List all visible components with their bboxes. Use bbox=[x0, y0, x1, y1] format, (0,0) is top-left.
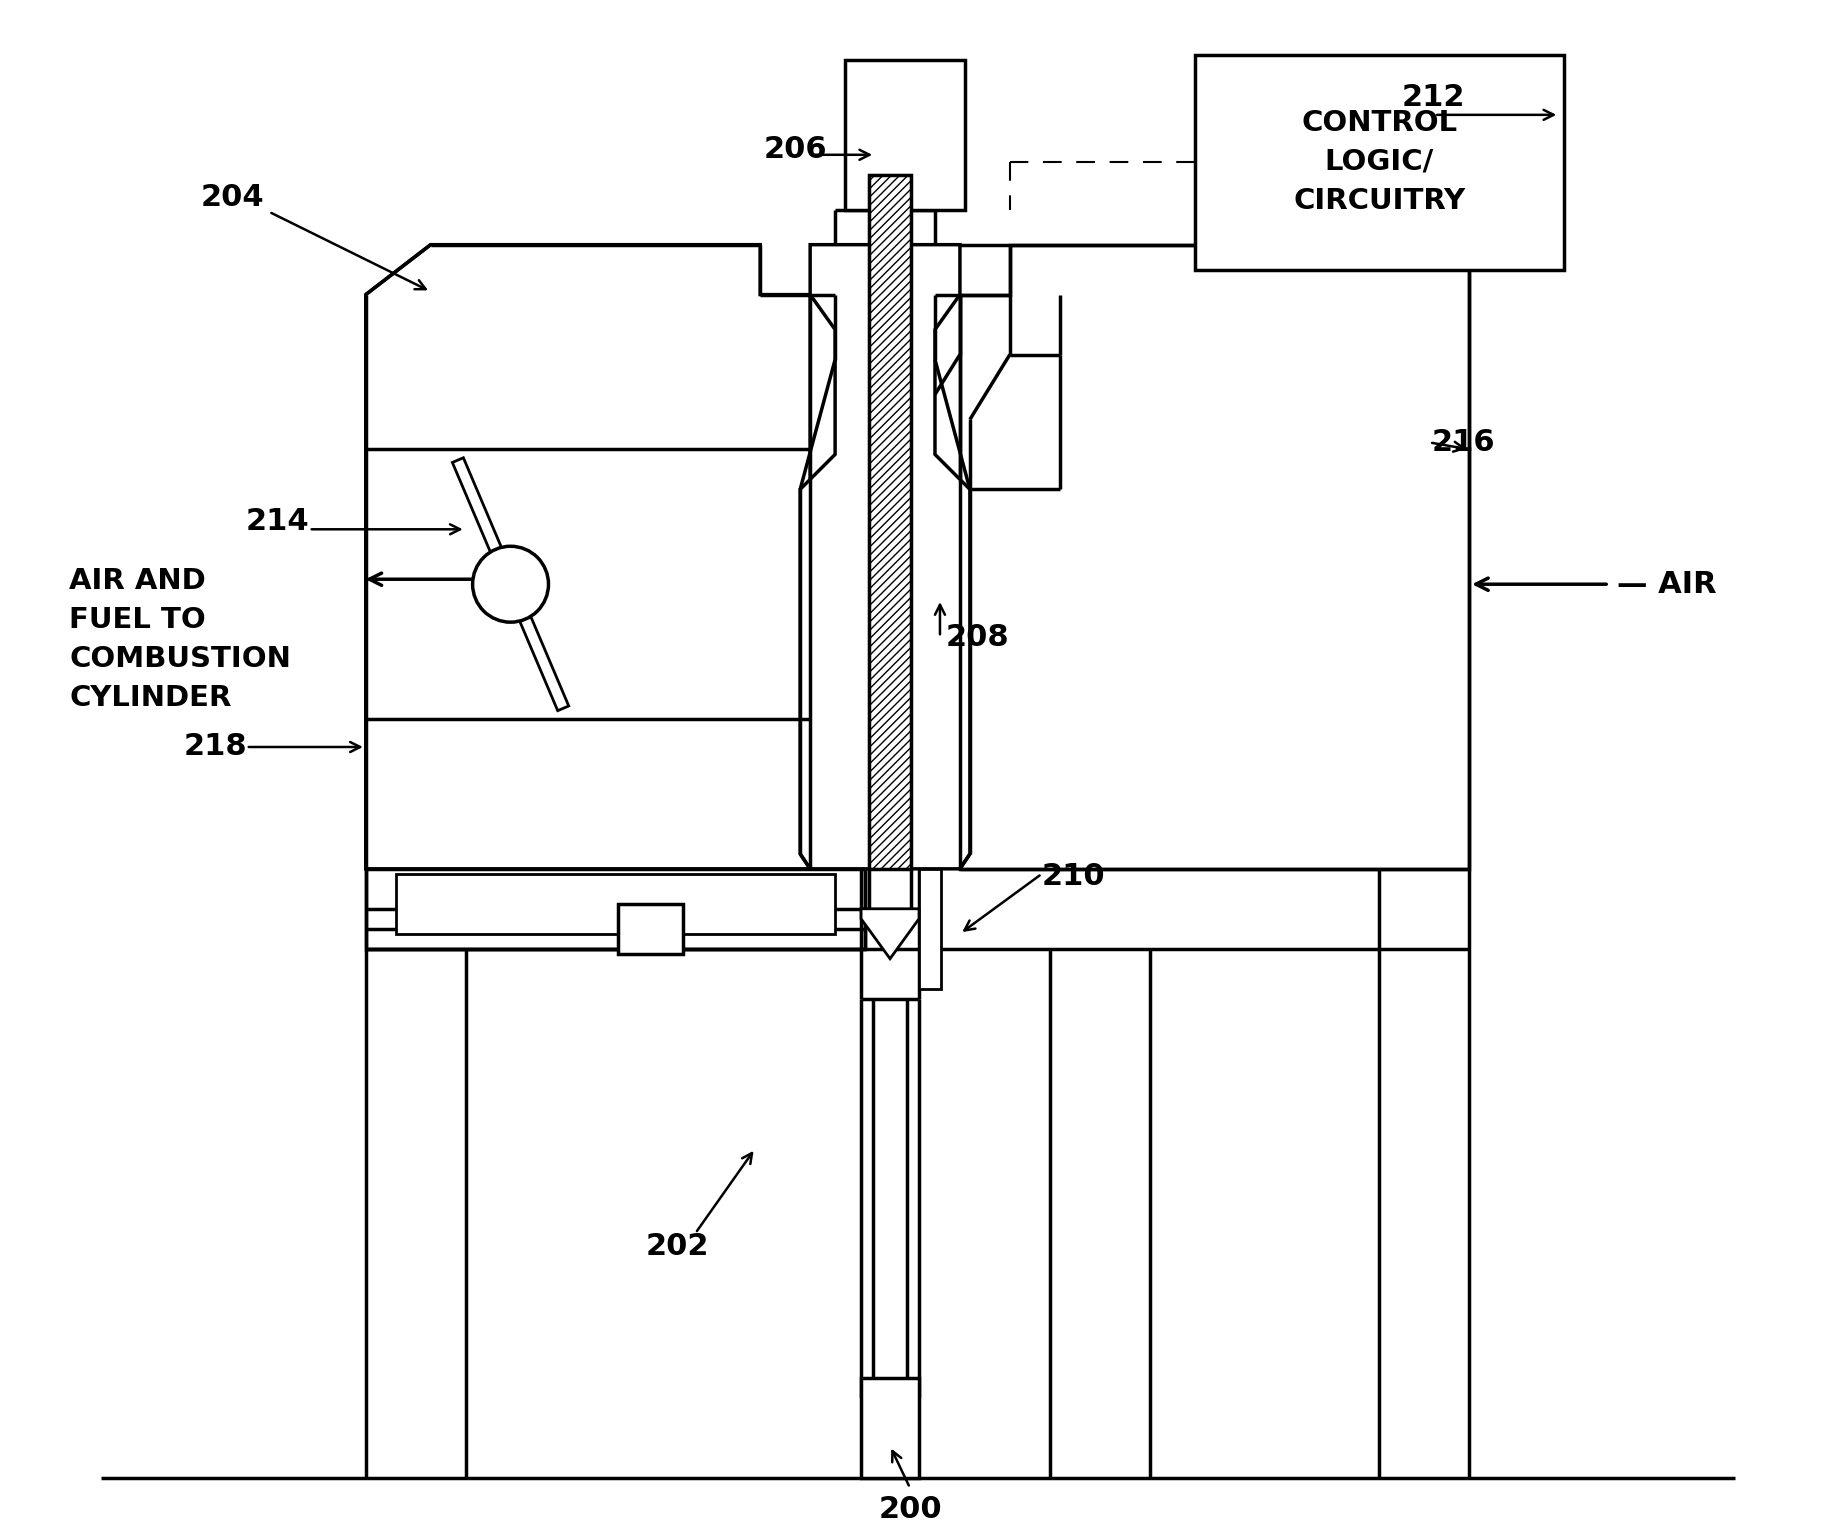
Text: 200: 200 bbox=[878, 1495, 942, 1524]
Text: 210: 210 bbox=[1041, 863, 1105, 892]
Bar bbox=[397, 873, 835, 933]
Circle shape bbox=[472, 547, 549, 622]
Text: 212: 212 bbox=[1401, 83, 1465, 112]
Text: AIR AND
FUEL TO
COMBUSTION
CYLINDER: AIR AND FUEL TO COMBUSTION CYLINDER bbox=[70, 567, 292, 712]
Polygon shape bbox=[960, 245, 1469, 869]
Polygon shape bbox=[800, 245, 969, 869]
Bar bbox=[868, 175, 911, 869]
Text: — AIR: — AIR bbox=[1618, 570, 1717, 599]
Bar bbox=[1195, 55, 1564, 270]
Text: CONTROL
LOGIC/
CIRCUITRY: CONTROL LOGIC/ CIRCUITRY bbox=[1293, 109, 1465, 214]
Bar bbox=[619, 904, 683, 954]
Text: 218: 218 bbox=[184, 732, 248, 761]
Text: 214: 214 bbox=[246, 507, 310, 536]
Text: 206: 206 bbox=[764, 135, 826, 164]
Polygon shape bbox=[861, 908, 920, 959]
Polygon shape bbox=[365, 245, 810, 869]
Text: 202: 202 bbox=[646, 1232, 709, 1261]
Bar bbox=[861, 1379, 920, 1478]
Bar bbox=[920, 869, 942, 988]
Text: 204: 204 bbox=[200, 184, 264, 213]
Bar bbox=[365, 869, 865, 948]
Bar bbox=[868, 175, 911, 869]
Bar bbox=[845, 60, 966, 210]
Text: 216: 216 bbox=[1432, 427, 1495, 457]
Polygon shape bbox=[452, 458, 569, 711]
Text: 208: 208 bbox=[946, 622, 1010, 651]
